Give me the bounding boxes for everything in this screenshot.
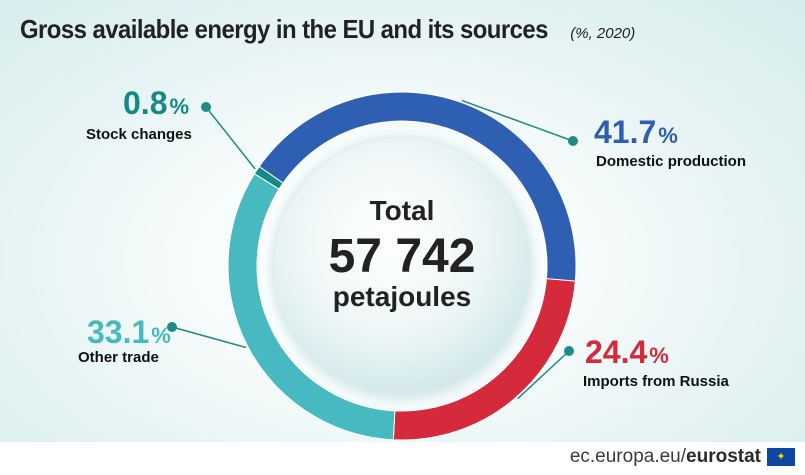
footer-brand: eurostat (686, 446, 761, 467)
slice-name-label: Imports from Russia (583, 373, 730, 390)
callout-dot (201, 102, 211, 112)
chart-title-row: Gross available energy in the EU and its… (20, 14, 635, 45)
callout-line (517, 350, 570, 400)
footer: ec.europa.eu/eurostat ✦ (0, 442, 805, 475)
slice-name-label: Other trade (78, 349, 159, 366)
center-total-unit: petajoules (333, 281, 471, 312)
footer-source[interactable]: ec.europa.eu/eurostat (570, 446, 761, 468)
callout-dot (167, 322, 177, 332)
center-total-label: Total (370, 195, 435, 226)
footer-domain: ec.europa.eu/ (569, 446, 687, 467)
slice-callouts: 41.7% Domestic production 24.4% Imports fro… (78, 85, 746, 400)
slice-value-label: 41.7% (594, 114, 678, 150)
center-total-value: 57 742 (329, 230, 476, 283)
callout-line (171, 326, 247, 349)
slice-name-label: Domestic production (596, 153, 746, 170)
slice-value-label: 24.4% (585, 334, 669, 370)
callout-dot (568, 136, 578, 146)
callout-line (461, 99, 574, 142)
callout-line (205, 106, 256, 170)
eu-flag-icon: ✦ (767, 448, 795, 466)
slice-value-label: 33.1% (87, 314, 171, 350)
slice-name-label: Stock changes (86, 126, 192, 143)
callout-dot (564, 346, 574, 356)
donut-slices (227, 91, 577, 441)
chart-title: Gross available energy in the EU and its… (20, 14, 548, 44)
chart-subtitle: (%, 2020) (570, 25, 636, 42)
donut-hole (274, 138, 530, 394)
slice-other-trade (227, 173, 396, 441)
slice-value-label: 0.8% (123, 85, 189, 121)
